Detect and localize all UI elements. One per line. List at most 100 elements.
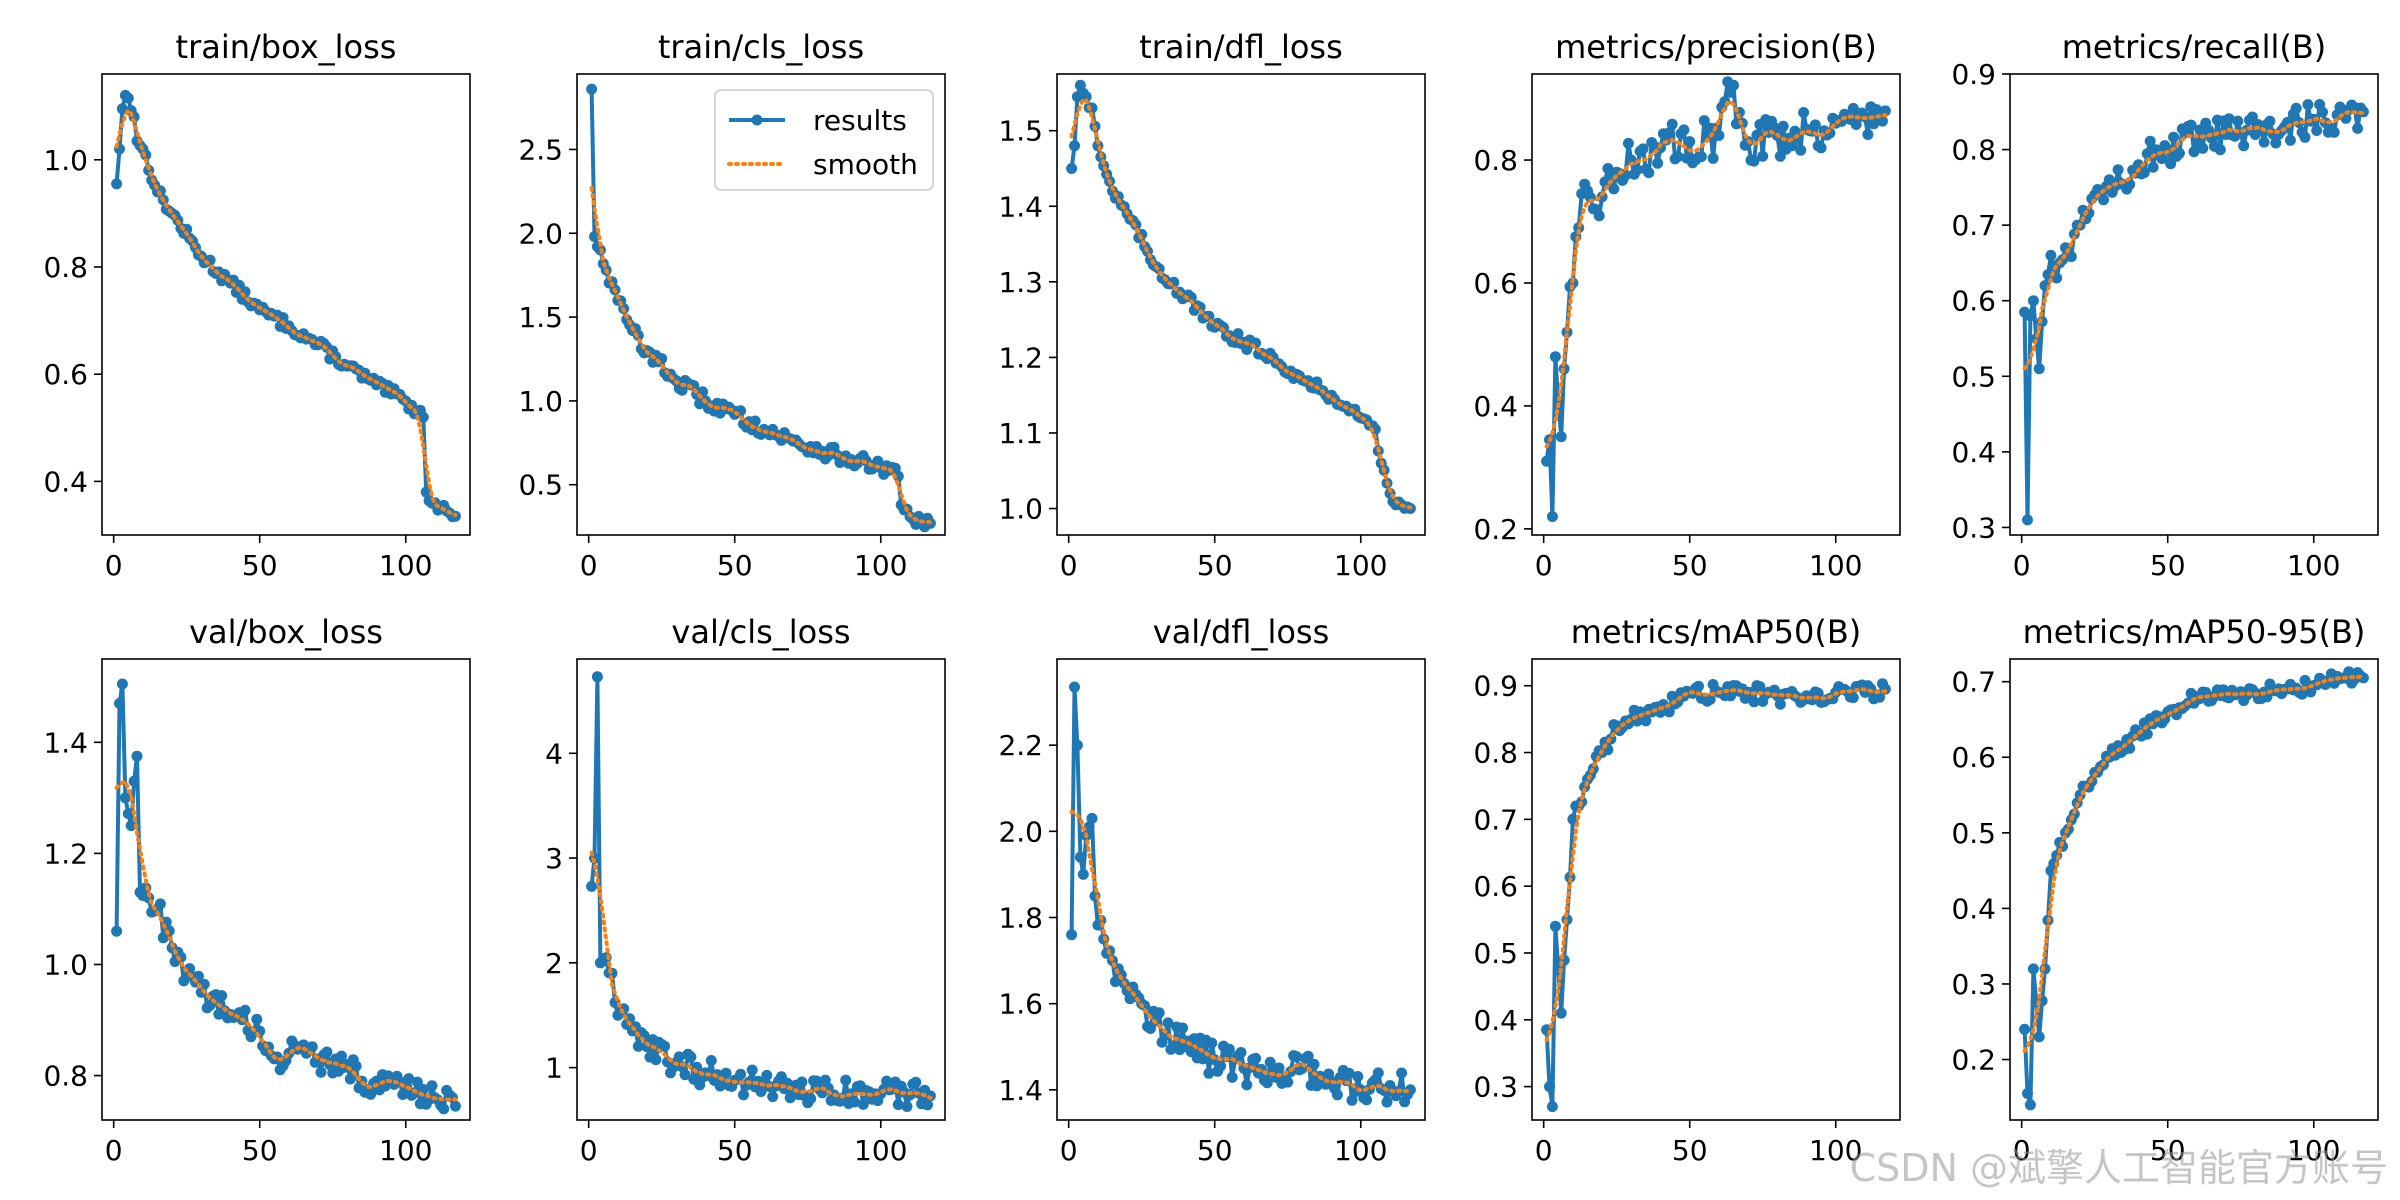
y-tick-label: 1.0 [518,385,563,418]
data-point [2214,144,2226,156]
data-point [1291,1051,1302,1063]
legend-results-marker [751,114,763,126]
data-point [2270,137,2282,149]
y-tick-label: 0.5 [1473,937,1518,970]
x-tick-label: 100 [1809,1134,1862,1167]
data-point [685,1051,697,1063]
data-point [2033,1031,2045,1043]
y-tick-label: 0.6 [43,358,88,391]
data-point [1381,1096,1393,1108]
x-tick-label: 0 [1060,1134,1078,1167]
data-point [1241,1079,1253,1091]
data-point [673,1051,685,1063]
axes-frame [101,658,471,1121]
y-tick-label: 0.8 [1473,737,1518,770]
data-point [650,1054,662,1066]
data-point [1748,155,1760,167]
data-point [589,231,600,243]
data-point [438,1103,450,1115]
data-point [811,1075,822,1087]
data-point [1197,1053,1209,1065]
data-point [1684,136,1696,148]
data-point [1786,140,1798,152]
data-point [1809,119,1821,131]
data-point [796,1076,808,1088]
data-point [2258,136,2270,148]
y-tick-label: 2.2 [998,729,1043,762]
data-point [1215,1060,1227,1072]
data-point [2024,310,2036,322]
y-tick-label: 0.5 [1951,817,1996,850]
data-point [1145,1023,1156,1034]
x-tick-label: 100 [854,1134,907,1167]
series-results [111,89,461,523]
data-point [2223,113,2235,125]
data-point [892,470,904,482]
data-point [1162,1017,1174,1029]
data-point [2302,99,2314,111]
data-point [840,1074,852,1086]
data-point [2293,117,2305,129]
data-point [1608,183,1620,195]
data-point [632,1040,644,1052]
data-point [116,678,128,690]
data-point [1302,1050,1314,1062]
data-point [761,1069,773,1081]
y-tick-label: 0.3 [1473,1071,1518,1104]
data-point [344,1073,356,1085]
data-point [1226,1071,1238,1083]
data-point [1777,120,1789,132]
data-point [2317,106,2328,118]
data-point [1308,1058,1320,1070]
data-point [1264,1056,1276,1068]
data-point [1561,326,1573,338]
data-point [2311,125,2323,136]
series-line [2022,669,2365,1107]
x-tick-label: 0 [580,549,598,582]
data-point [426,1080,438,1092]
x-tick-label: 50 [1197,1134,1233,1167]
data-point [849,1096,860,1108]
data-point [2033,363,2045,375]
chart-panel: val/dfl_loss 0 50 100 1.4 1.6 1.8 2.0 2.2 [998,613,1426,1167]
data-point [125,820,137,832]
series-results [2019,666,2369,1111]
series-line [1069,83,1412,511]
chart-panel: metrics/recall(B) 0 50 100 0.3 0.4 0.5 0.6 0.7 0.… [1951,28,2379,582]
axes-frame [1056,73,1426,536]
data-point [857,1098,869,1110]
data-point [1352,1071,1364,1082]
y-tick-label: 0.8 [43,1060,88,1093]
y-tick-label: 0.7 [1951,666,1996,699]
data-point [1544,1081,1555,1093]
y-tick-label: 0.9 [1951,58,1996,91]
data-point [1877,115,1888,127]
x-tick-label: 0 [2013,549,2031,582]
series-line [589,674,933,1109]
data-point [114,697,125,709]
data-point [805,1093,817,1105]
data-point [1083,821,1095,833]
chart-panel: train/cls_loss 0 50 100 0.5 1.0 1.5 2.0 2.5 resul… [518,28,946,582]
data-point [2022,1088,2033,1099]
data-point [1879,105,1891,117]
data-point [910,1076,922,1088]
data-point [1206,1037,1218,1049]
series-results [1066,79,1416,514]
chart-title: val/box_loss [189,613,383,651]
axes-frame [1056,658,1426,1121]
data-point [1695,151,1707,163]
data-point [111,925,123,937]
data-point [2284,134,2296,146]
smooth-line [1069,97,1413,510]
data-point [1631,164,1643,176]
x-tick-label: 50 [2150,549,2186,582]
data-point [1862,129,1874,140]
data-point [2173,147,2185,159]
chart-panel: metrics/precision(B) 0 50 100 0.2 0.4 0.6 0.8 [1473,28,1901,582]
y-tick-label: 1.2 [43,837,88,870]
chart-panel: train/box_loss 0 50 100 0.4 0.6 0.8 1.0 [43,28,471,582]
data-point [1795,144,1807,156]
data-point [1672,151,1684,163]
data-point [1815,142,1827,154]
